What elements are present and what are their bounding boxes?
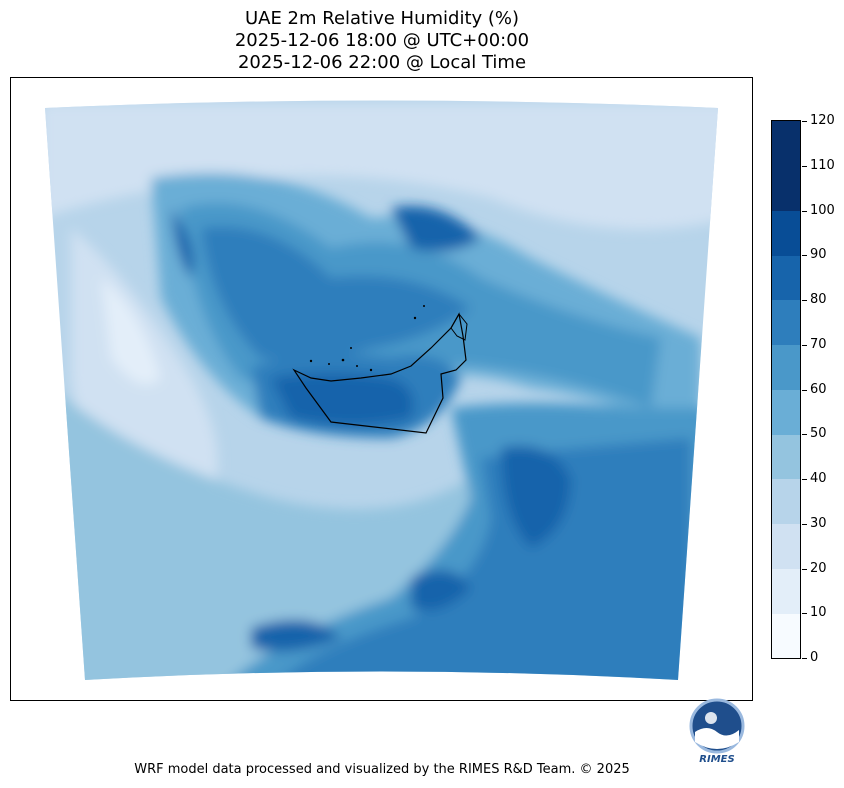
- colorbar-segment: [772, 121, 800, 166]
- colorbar-tick: [802, 523, 807, 525]
- colorbar-tick: [802, 255, 807, 257]
- colorbar-segment: [772, 165, 800, 211]
- colorbar-tick: [802, 210, 807, 212]
- colorbar-tick-label: 120: [810, 113, 835, 128]
- colorbar-tick: [802, 613, 807, 615]
- colorbar-tick: [802, 479, 807, 480]
- colorbar-tick-label: 100: [810, 202, 835, 218]
- colorbar-tick-label: 80: [810, 292, 827, 307]
- colorbar-tick: [802, 344, 807, 346]
- colorbar-segment: [772, 255, 800, 301]
- colorbar-segment: [772, 568, 800, 614]
- colorbar-tick: [802, 300, 807, 301]
- humidity-map: [45, 100, 718, 680]
- colorbar-segment: [772, 434, 800, 480]
- colorbar-segment: [772, 300, 800, 345]
- footer-credit: WRF model data processed and visualized …: [134, 762, 630, 777]
- colorbar-tick-label: 90: [810, 247, 827, 263]
- colorbar-segment: [772, 210, 800, 256]
- rimes-logo: RIMES: [689, 698, 753, 768]
- colorbar: 0 10 20 30 40 50 60 70 80 90 100 110 120: [771, 114, 835, 665]
- colorbar-tick-label: 10: [810, 605, 827, 621]
- title-line-1: UAE 2m Relative Humidity (%): [244, 8, 520, 29]
- colorbar-tick-label: 30: [810, 515, 827, 531]
- colorbar-tick: [802, 568, 807, 570]
- title-line-3: 2025-12-06 22:00 @ Local Time: [237, 52, 527, 73]
- logo-text: RIMES: [699, 754, 735, 765]
- colorbar-tick: [802, 434, 807, 436]
- humidity-field: [45, 100, 718, 680]
- colorbar-tick-label: 110: [810, 157, 835, 173]
- colorbar-tick: [802, 389, 807, 391]
- colorbar-segment: [772, 479, 800, 524]
- map-frame: RIMES: [10, 77, 753, 765]
- colorbar-tick: [802, 121, 807, 122]
- colorbar-tick-label: 20: [810, 560, 827, 576]
- colorbar-tick: [802, 165, 807, 167]
- colorbar-segment: [772, 523, 800, 569]
- colorbar-tick-label: 60: [810, 381, 827, 397]
- title-line-2: 2025-12-06 18:00 @ UTC+00:00: [234, 30, 530, 51]
- colorbar-tick-label: 40: [810, 471, 827, 486]
- rimes-emblem-icon: [689, 698, 745, 754]
- colorbar-segment: [772, 344, 800, 390]
- colorbar-segment: [772, 613, 800, 659]
- colorbar-tick: [802, 658, 807, 659]
- colorbar-tick-label: 50: [810, 426, 827, 442]
- colorbar-tick-label: 0: [810, 650, 819, 665]
- uae-border: [292, 312, 467, 434]
- gulf-islands: [309, 305, 425, 372]
- colorbar-segment: [772, 389, 800, 435]
- colorbar-tick-label: 70: [810, 336, 827, 352]
- musandam-outline: [450, 313, 468, 341]
